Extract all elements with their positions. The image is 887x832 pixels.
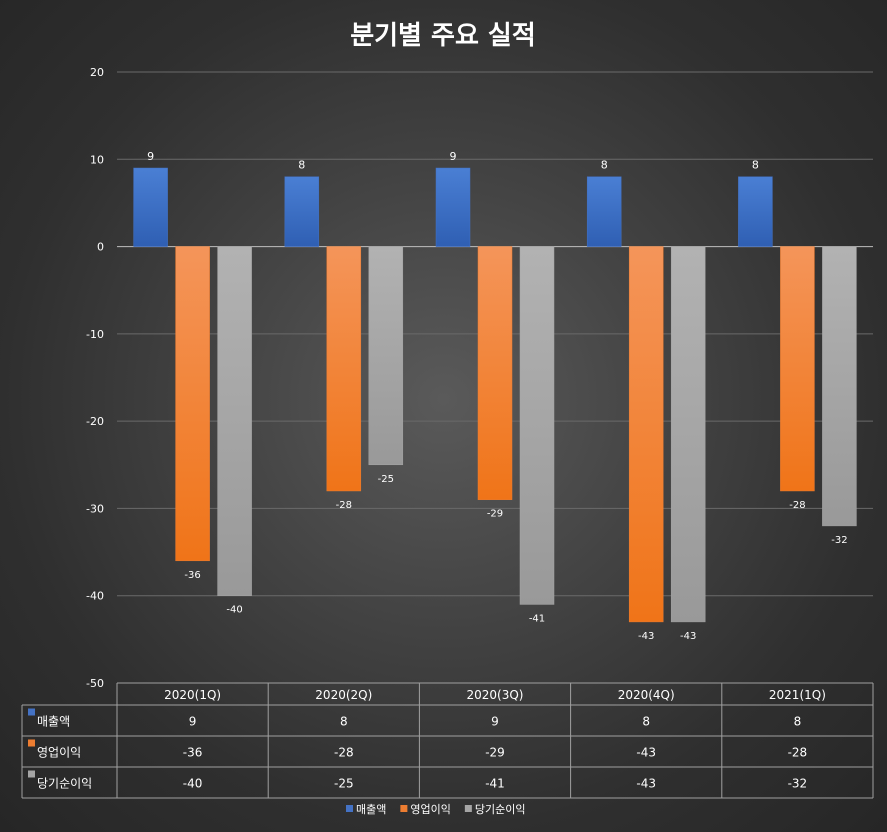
table-cell: -28: [788, 746, 808, 760]
table-cell: 9: [189, 715, 197, 729]
table-cell: -29: [485, 746, 505, 760]
data-label: 8: [298, 159, 305, 172]
series-key: [28, 708, 35, 716]
table-row-label: 영업이익: [37, 746, 81, 760]
data-label: -40: [226, 605, 242, 616]
table-cell: -43: [636, 746, 656, 760]
bar: [133, 167, 168, 247]
bar: [284, 176, 320, 247]
bar: [326, 246, 362, 492]
y-tick-label: -40: [86, 590, 104, 603]
data-label: -36: [184, 570, 200, 581]
data-labels: 9 -36 -40 8 -28 -25 9 -29 -41 8 -43 -43 8 -28 -32: [147, 150, 847, 642]
bars: [133, 167, 857, 623]
table-cell: -25: [334, 777, 354, 791]
y-tick-label: 10: [90, 153, 104, 166]
bar: [435, 167, 471, 247]
bar: [780, 246, 815, 492]
data-label: 9: [450, 150, 457, 163]
legend-label: 당기순이익: [475, 803, 526, 816]
data-label: -41: [529, 613, 545, 624]
bar: [586, 176, 622, 247]
y-tick-label: 20: [90, 66, 104, 79]
legend-swatch: [346, 805, 353, 812]
legend-label: 매출액: [356, 803, 386, 816]
y-tick-label: -10: [86, 328, 104, 341]
chart-title: 분기별 주요 실적: [350, 21, 536, 51]
data-label: -29: [487, 509, 503, 520]
y-tick-label: -50: [86, 677, 104, 690]
legend-swatch: [400, 805, 408, 812]
table-cell: 8: [794, 715, 802, 729]
table-header-cell: 2021(1Q): [769, 688, 826, 702]
bar: [628, 246, 664, 623]
data-label: -25: [378, 474, 394, 485]
bar: [738, 176, 773, 247]
y-tick-label: 0: [97, 241, 104, 254]
table-cell: -36: [183, 746, 203, 760]
table-header-cell: 2020(1Q): [164, 688, 221, 702]
table-header-cell: 2020(3Q): [467, 688, 524, 702]
bar: [175, 246, 210, 562]
table-row-label: 매출액: [37, 715, 70, 729]
legend-swatch: [464, 805, 472, 812]
series-key: [28, 770, 35, 778]
data-label: -43: [680, 631, 696, 642]
bar: [670, 246, 706, 623]
y-tick-label: -20: [86, 415, 104, 428]
data-label: -28: [789, 500, 805, 511]
series-key: [28, 739, 35, 747]
bar: [368, 246, 404, 466]
bar: [822, 246, 857, 527]
table-header-cell: 2020(4Q): [618, 688, 675, 702]
table-cell: 9: [491, 715, 499, 729]
data-label: -32: [831, 535, 847, 546]
y-axis: 20 10 0 -10 -20 -30 -40 -50: [86, 66, 104, 690]
legend-label: 영업이익: [410, 803, 450, 816]
table-cell: 8: [340, 715, 348, 729]
data-label: -43: [638, 631, 654, 642]
table-row-label: 당기순이익: [37, 777, 92, 791]
table-cell: -32: [788, 777, 808, 791]
table-cell: -43: [636, 777, 656, 791]
data-label: -28: [336, 500, 352, 511]
table-cell: -41: [485, 777, 505, 791]
data-label: 8: [601, 159, 608, 172]
data-table: 2020(1Q) 2020(2Q) 2020(3Q) 2020(4Q) 2021(1Q)…: [21, 682, 874, 799]
legend: 매출액 영업이익 당기순이익: [346, 803, 525, 816]
table-cell: -28: [334, 746, 354, 760]
table-cell: -40: [183, 777, 203, 791]
data-label: 9: [147, 150, 154, 163]
bar: [519, 246, 555, 605]
bar: [477, 246, 513, 500]
table-cell: 8: [642, 715, 650, 729]
bar: [217, 246, 252, 596]
y-tick-label: -30: [86, 502, 104, 515]
data-label: 8: [752, 159, 759, 172]
table-header-cell: 2020(2Q): [315, 688, 372, 702]
